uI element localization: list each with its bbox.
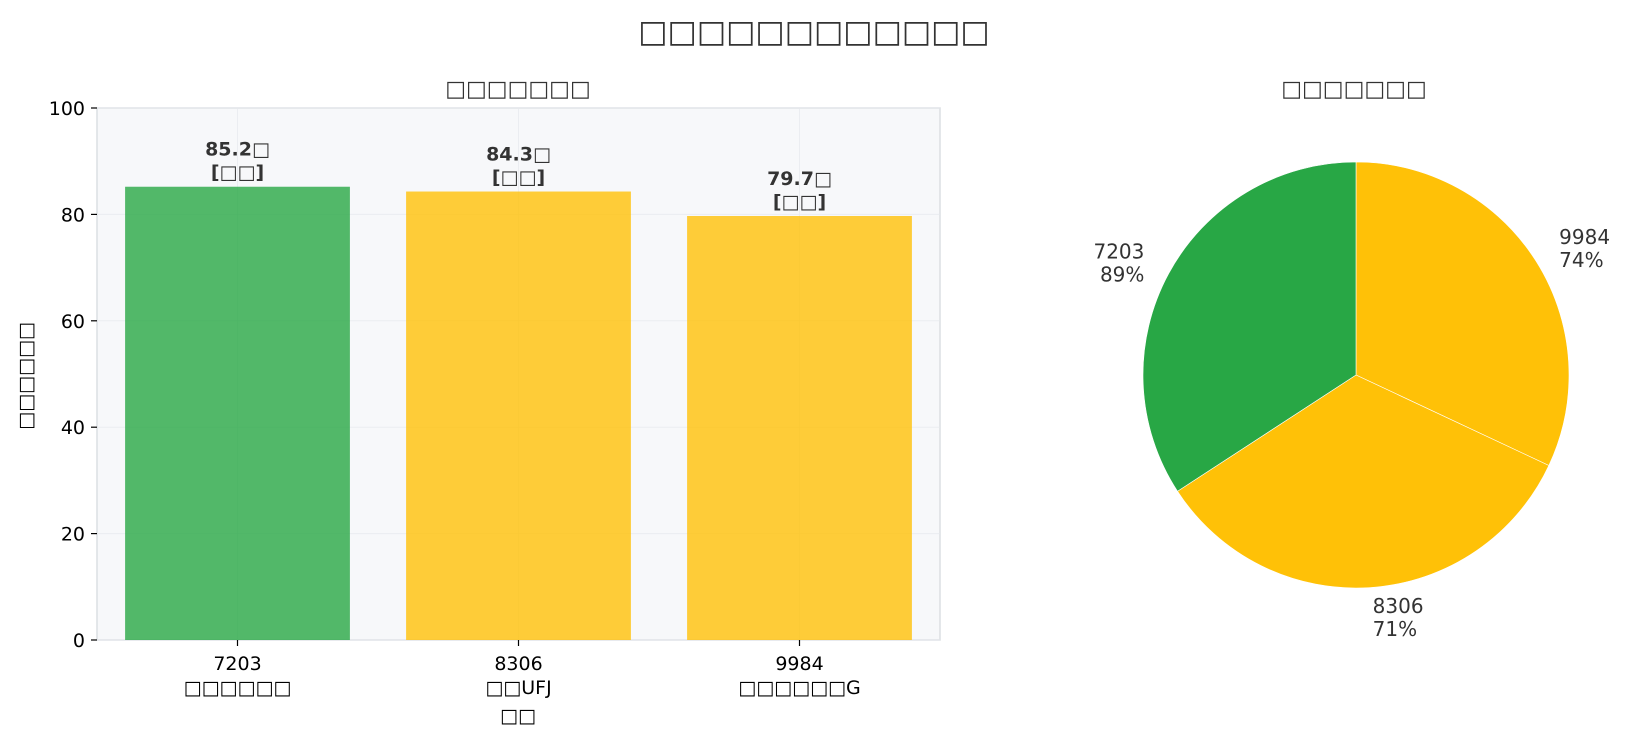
bar-marks: 85.2□[□□]84.3□[□□] 79.7□[□□]: [125, 139, 912, 641]
bar-status-label: [□□]: [773, 191, 826, 213]
pie-slice-label: 7203: [1093, 239, 1144, 263]
pie-slice-9984: [1355, 161, 1570, 466]
bar-status-label: [□□]: [211, 162, 264, 184]
bar-value-label: 85.2□: [205, 139, 270, 161]
bar-chart-panel: □□□□□□□ 85.2□[□□]84.3□[□□] 79.7□[□□] 0204…: [15, 77, 941, 727]
bar-status-label: [□□]: [492, 167, 545, 189]
y-tick-label: 0: [73, 630, 85, 652]
bar-value-label: 79.7□: [767, 168, 832, 190]
figure-title: □□□□□□□□□□□□: [638, 14, 989, 50]
y-tick-label: 100: [49, 98, 85, 120]
x-tick-sublabel: □□□□□□: [184, 677, 292, 699]
pie-slice-label: 8306: [1373, 594, 1424, 618]
x-tick-sublabel: □□□□□□G: [738, 677, 860, 699]
x-axis-label: □□: [500, 705, 536, 727]
pie-slice-pct-label: 89%: [1100, 262, 1144, 286]
y-tick-label: 60: [61, 311, 85, 333]
bar-9984: [687, 215, 912, 640]
pie-slice-7203: [1142, 161, 1357, 492]
x-axis-ticks: 7203□□□□□□ 8306□□UFJ 9984□□□□□□G: [184, 640, 861, 699]
x-tick-sublabel: □□UFJ: [485, 677, 551, 699]
y-axis-label: □□□□□□: [15, 322, 37, 430]
y-tick-label: 20: [61, 524, 85, 546]
y-axis-ticks: 0 20 40 60 80 100: [49, 98, 97, 652]
x-tick-label: 9984: [775, 653, 823, 675]
x-tick-label: 8306: [494, 653, 542, 675]
y-tick-label: 80: [61, 204, 85, 226]
bar-value-label: 84.3□: [486, 144, 551, 166]
bar-8306: [406, 191, 631, 641]
y-tick-label: 40: [61, 417, 85, 439]
pie-slice-8306: [1177, 374, 1550, 589]
bar-7203: [125, 186, 350, 640]
pie-chart-title: □□□□□□□: [1281, 77, 1427, 102]
pie-slice-pct-label: 74%: [1559, 248, 1603, 272]
x-tick-label: 7203: [213, 653, 261, 675]
pie-slice-pct-label: 71%: [1373, 617, 1417, 641]
bar-chart-title: □□□□□□□: [445, 77, 591, 102]
pie-slices: [1142, 161, 1570, 589]
pie-slice-label: 9984: [1559, 225, 1610, 249]
